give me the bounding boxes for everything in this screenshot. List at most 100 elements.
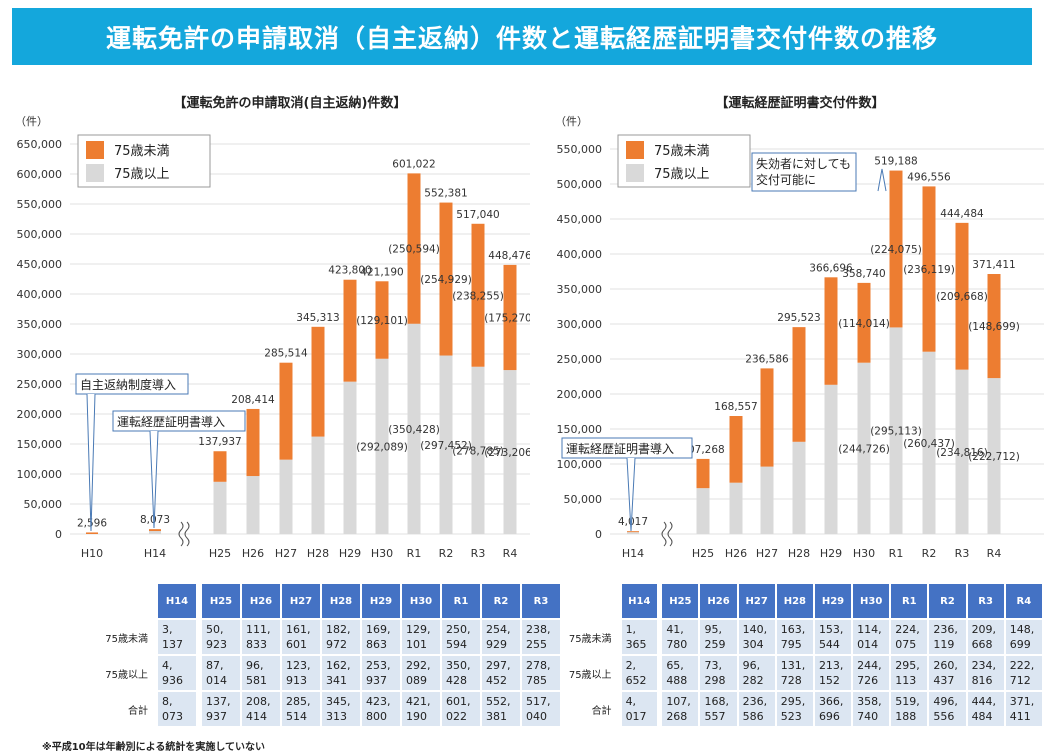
total-label: 448,476 xyxy=(488,250,530,262)
table-gap xyxy=(198,692,200,726)
table-cell: 371, 411 xyxy=(1005,692,1042,726)
total-label: 517,040 xyxy=(456,209,499,221)
table-cell: 234, 816 xyxy=(967,656,1004,690)
table-cell: 161, 601 xyxy=(282,620,320,654)
table-gap xyxy=(198,584,200,618)
bar-over75 xyxy=(246,476,260,534)
total-label: 371,411 xyxy=(972,259,1015,271)
bar-over75 xyxy=(729,482,743,534)
table-header-cell: R4 xyxy=(1005,584,1042,618)
segment-label-under75: (254,929) xyxy=(420,274,472,286)
table-header-cell: H29 xyxy=(814,584,852,618)
total-label: 4,017 xyxy=(618,516,648,528)
bar-under75 xyxy=(987,274,1001,379)
total-label: 285,514 xyxy=(264,348,308,360)
annotation-voluntary-return-introduced: 自主返納制度導入 xyxy=(75,373,189,532)
y-tick-label: 400,000 xyxy=(557,248,603,261)
annotation-issue-to-expired-box xyxy=(751,152,857,192)
table-cell: 87, 014 xyxy=(202,656,240,690)
bar-under75 xyxy=(696,458,710,489)
segment-label-under75: (250,594) xyxy=(388,244,440,256)
legend: 75歳未満 75歳以上 xyxy=(617,134,751,188)
bar-under75 xyxy=(922,186,936,352)
table-cell: 285, 514 xyxy=(282,692,320,726)
bar-under75 xyxy=(824,277,838,385)
y-tick-label: 400,000 xyxy=(17,288,63,301)
table-cell: 254, 929 xyxy=(482,620,520,654)
bar-under75 xyxy=(857,282,871,363)
bar-over75 xyxy=(922,351,936,534)
table-cell: 8, 073 xyxy=(158,692,196,726)
bar-over75 xyxy=(955,369,969,534)
axis-break-mark xyxy=(661,521,667,547)
table-cell: 295, 523 xyxy=(776,692,813,726)
table-cell: 552, 381 xyxy=(482,692,520,726)
y-tick-label: 200,000 xyxy=(557,388,603,401)
x-tick-label: H27 xyxy=(756,547,778,560)
table-cell: 358, 740 xyxy=(853,692,890,726)
table-row-label: 75歳未満 xyxy=(82,620,156,654)
bar-over75 xyxy=(311,436,325,534)
table-cell: 107, 268 xyxy=(662,692,699,726)
total-label: 208,414 xyxy=(231,394,275,406)
annotation-voluntary-return-introduced-pointer xyxy=(86,393,96,532)
table-cell: 224, 075 xyxy=(891,620,928,654)
table-cell: 517, 040 xyxy=(522,692,560,726)
annotation-certificate-introduced: 運転経歴証明書導入 xyxy=(561,437,693,532)
table-cell: 3, 137 xyxy=(158,620,196,654)
table-cell: 2, 652 xyxy=(621,656,657,690)
bar-under75 xyxy=(889,170,903,328)
total-label: 295,523 xyxy=(777,312,820,324)
table-cell: 1, 365 xyxy=(621,620,657,654)
table-cell: 114, 014 xyxy=(853,620,890,654)
bar-under75 xyxy=(246,408,260,477)
chart-driving-history-certificate: 【運転経歴証明書交付件数】 （件） 0 50,000 100,000 150,000 200… xyxy=(555,95,1044,560)
annotation-certificate-introduced-pointer xyxy=(626,457,636,532)
table-header-cell: H27 xyxy=(282,584,320,618)
table-cell: 41, 780 xyxy=(662,620,699,654)
segment-label-over75: (244,726) xyxy=(838,443,890,455)
y-tick-label: 650,000 xyxy=(17,138,63,151)
table-header-cell: H25 xyxy=(662,584,699,618)
bar-over75 xyxy=(760,466,774,534)
table-corner xyxy=(82,584,156,618)
annotation-certificate-introduced-box xyxy=(112,410,246,432)
table-header-cell: H14 xyxy=(621,584,657,618)
table-row-label: 75歳以上 xyxy=(562,656,620,690)
axis-break-mark xyxy=(667,521,673,547)
bar-over75 xyxy=(149,531,161,534)
bar-over75 xyxy=(987,378,1001,534)
y-tick-label: 100,000 xyxy=(557,458,603,471)
y-tick-label: 0 xyxy=(595,528,602,541)
table-cell: 153, 544 xyxy=(814,620,852,654)
annotation-certificate-introduced-pointer xyxy=(149,430,159,529)
table-cell: 345, 313 xyxy=(322,692,360,726)
table-row-label: 75歳以上 xyxy=(82,656,156,690)
y-tick-label: 150,000 xyxy=(17,438,63,451)
y-tick-label: 550,000 xyxy=(17,198,63,211)
bar-under75 xyxy=(955,222,969,370)
table-cell: 444, 484 xyxy=(967,692,1004,726)
y-tick-label: 350,000 xyxy=(557,283,603,296)
bar-under75 xyxy=(439,202,453,356)
table-header-cell: R3 xyxy=(967,584,1004,618)
table-cell: 65, 488 xyxy=(662,656,699,690)
table-cell: 4, 936 xyxy=(158,656,196,690)
bar-over75 xyxy=(375,358,389,534)
table-cell: 123, 913 xyxy=(282,656,320,690)
total-label: 366,696 xyxy=(809,262,853,274)
x-tick-label: H25 xyxy=(692,547,714,560)
table-header-cell: H28 xyxy=(776,584,813,618)
bar-under75 xyxy=(471,223,485,367)
y-tick-label: 250,000 xyxy=(17,378,63,391)
y-tick-label: 100,000 xyxy=(17,468,63,481)
total-label: 444,484 xyxy=(940,208,984,220)
annotation-issue-to-expired-pointer xyxy=(877,168,887,192)
table-cell: 209, 668 xyxy=(967,620,1004,654)
table-cell: 421, 190 xyxy=(402,692,440,726)
total-label: 8,073 xyxy=(140,514,170,526)
footnote: ※平成10年は年齢別による統計を実施していない xyxy=(42,742,266,753)
table-row: 75歳未満 3, 137 50, 923 111, 833 161, 601 182, 972 169… xyxy=(82,620,600,654)
annotation-voluntary-return-introduced-text: 自主返納制度導入 xyxy=(80,377,176,392)
